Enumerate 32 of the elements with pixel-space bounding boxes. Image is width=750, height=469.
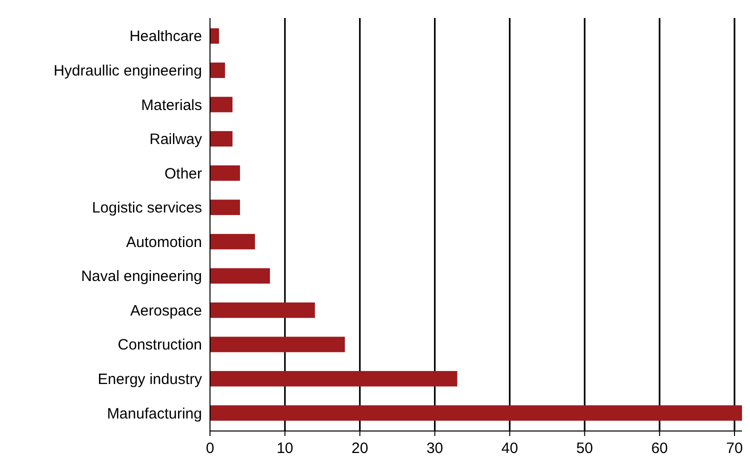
- bar: [210, 200, 240, 216]
- y-tick-label: Construction: [118, 336, 202, 354]
- x-tick-label: 70: [726, 440, 743, 457]
- bar: [210, 405, 742, 421]
- y-tick-label: Materials: [141, 96, 202, 114]
- bar: [210, 131, 232, 147]
- x-tick-label: 50: [576, 440, 593, 457]
- bar: [210, 96, 232, 112]
- y-tick-label: Other: [164, 165, 202, 182]
- bar: [210, 302, 315, 318]
- bar: [210, 268, 270, 284]
- y-tick-label: Railway: [149, 131, 202, 148]
- bar: [210, 336, 345, 352]
- y-tick-label: Logistic services: [92, 200, 202, 217]
- bar: [210, 234, 255, 250]
- bar: [210, 165, 240, 181]
- x-tick-label: 10: [276, 440, 294, 457]
- y-tick-label: Manufacturing: [106, 405, 202, 422]
- x-tick-label: 30: [426, 440, 444, 457]
- y-tick-label: Hydraullic engineering: [54, 62, 202, 80]
- y-tick-label: Energy industry: [98, 370, 202, 388]
- bar: [210, 371, 458, 386]
- y-tick-label: Automotion: [126, 234, 202, 251]
- y-tick-label: Healthcare: [129, 28, 202, 46]
- x-tick-label: 60: [651, 440, 668, 457]
- bar: [210, 62, 225, 78]
- x-tick-label: 20: [352, 440, 368, 457]
- x-tick-label: 0: [206, 440, 214, 457]
- y-tick-label: Aerospace: [130, 302, 202, 320]
- bar: [210, 28, 219, 44]
- y-tick-label: Naval engineering: [81, 268, 202, 286]
- x-tick-label: 40: [501, 440, 518, 457]
